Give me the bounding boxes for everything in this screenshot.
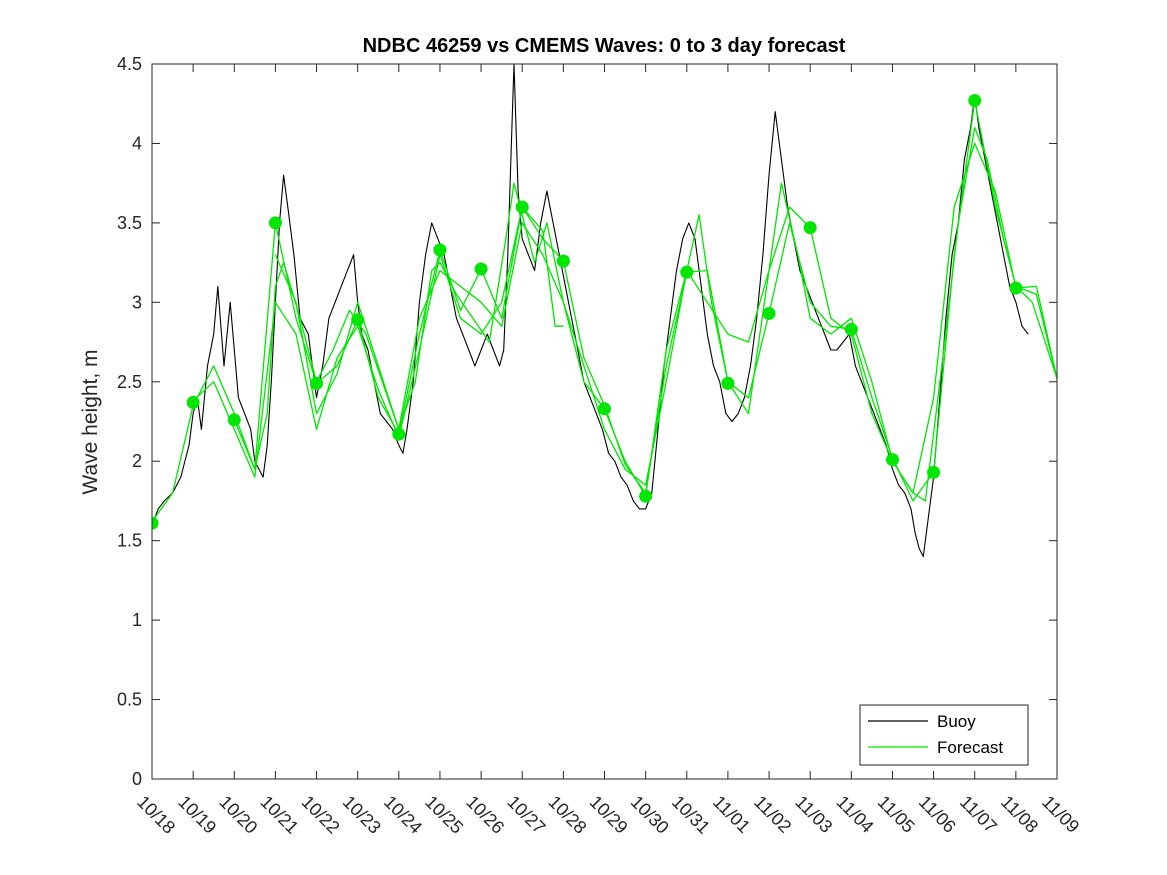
- forecast-marker-15: [762, 306, 776, 320]
- y-tick-label-5: 2.5: [117, 372, 142, 392]
- buoy-series-line: [152, 64, 1029, 558]
- forecast-marker-14: [721, 376, 735, 390]
- forecast-marker-2: [227, 413, 241, 427]
- forecast-marker-19: [927, 465, 941, 479]
- forecast-marker-13: [680, 265, 694, 279]
- y-tick-label-6: 3: [132, 292, 142, 312]
- forecast-marker-4: [310, 376, 324, 390]
- legend-forecast-label: Forecast: [937, 738, 1003, 757]
- forecast-marker-16: [803, 221, 817, 235]
- forecast-marker-0: [152, 516, 159, 530]
- y-tick-label-7: 3.5: [117, 213, 142, 233]
- series-group: [152, 64, 1057, 558]
- y-tick-label-0: 0: [132, 769, 142, 789]
- forecast-run-line-1: [192, 99, 1057, 502]
- plot-area: [152, 64, 1057, 558]
- forecast-marker-17: [844, 322, 858, 336]
- forecast-run-line-3: [274, 142, 1057, 497]
- forecast-marker-1: [186, 395, 200, 409]
- forecast-marker-9: [515, 200, 529, 214]
- legend-buoy-label: Buoy: [937, 712, 976, 731]
- legend: Buoy Forecast: [859, 704, 1029, 766]
- y-tick-label-3: 1.5: [117, 531, 142, 551]
- forecast-marker-6: [392, 427, 406, 441]
- y-tick-label-9: 4.5: [117, 54, 142, 74]
- legend-box: [859, 704, 1029, 766]
- forecast-marker-12: [639, 489, 653, 503]
- forecast-marker-3: [268, 216, 282, 230]
- y-tick-label-8: 4: [132, 133, 142, 153]
- forecast-marker-5: [351, 313, 365, 327]
- chart-title: NDBC 46259 vs CMEMS Waves: 0 to 3 day fo…: [363, 35, 846, 57]
- forecast-marker-21: [1009, 281, 1023, 295]
- forecast-marker-8: [474, 262, 488, 276]
- forecast-marker-7: [433, 243, 447, 257]
- y-tick-label-4: 2: [132, 451, 142, 471]
- y-tick-label-2: 1: [132, 610, 142, 630]
- y-axis-label: Wave height, m: [79, 349, 102, 494]
- forecast-marker-18: [885, 453, 899, 467]
- forecast-marker-10: [556, 254, 570, 268]
- forecast-marker-11: [598, 402, 611, 416]
- forecast-marker-20: [968, 94, 982, 108]
- y-tick-label-1: 0.5: [117, 690, 142, 710]
